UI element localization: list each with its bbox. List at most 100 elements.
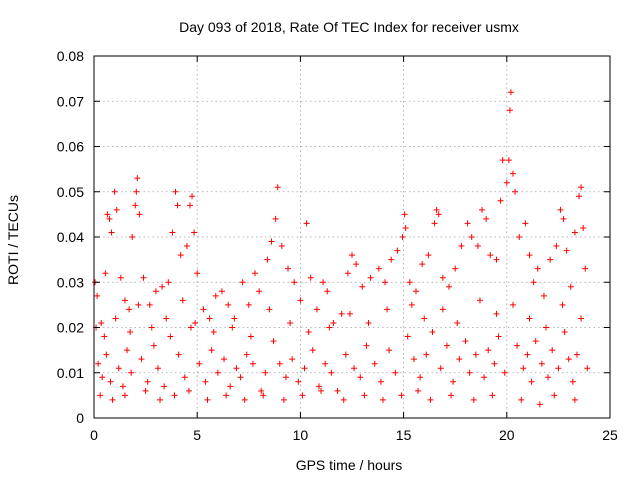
data-point (495, 333, 502, 340)
data-point (287, 319, 294, 326)
data-point (330, 319, 337, 326)
data-point (388, 256, 395, 263)
data-point (289, 356, 296, 363)
data-point (522, 220, 529, 227)
data-point (208, 347, 215, 354)
data-point (375, 265, 382, 272)
data-point (491, 360, 498, 367)
data-point (392, 369, 399, 376)
data-point (144, 378, 151, 385)
data-point (551, 392, 558, 399)
data-point (99, 374, 106, 381)
data-point (357, 374, 364, 381)
data-point (538, 360, 545, 367)
data-point (309, 347, 316, 354)
data-point (448, 392, 455, 399)
data-point (406, 279, 413, 286)
data-point (344, 270, 351, 277)
data-point (394, 247, 401, 254)
data-point (136, 211, 143, 218)
data-point (526, 315, 533, 322)
data-point (516, 234, 523, 240)
data-point (117, 274, 124, 281)
data-point (161, 383, 168, 390)
data-point (146, 301, 153, 308)
data-point (97, 392, 104, 399)
data-point (545, 374, 552, 381)
data-point (528, 378, 535, 385)
data-point (303, 220, 310, 227)
data-points (92, 89, 591, 408)
data-point (148, 324, 155, 331)
data-point (119, 383, 126, 390)
data-point (560, 215, 567, 222)
data-point (280, 396, 287, 403)
data-point (435, 211, 442, 218)
data-point (543, 324, 550, 331)
data-point (326, 324, 333, 331)
data-point (520, 365, 527, 372)
data-point (107, 378, 114, 385)
data-point (171, 392, 178, 399)
data-point (196, 360, 203, 367)
data-point (512, 188, 519, 195)
data-point (181, 374, 188, 381)
y-tick-label: 0.08 (57, 48, 84, 64)
data-point (276, 360, 283, 367)
data-point (185, 387, 192, 394)
data-point (210, 329, 217, 336)
data-point (274, 184, 281, 191)
data-point (285, 265, 292, 272)
data-point (128, 369, 135, 376)
data-point (106, 215, 113, 222)
data-point (437, 365, 444, 372)
data-point (382, 279, 389, 286)
data-point (377, 378, 384, 385)
data-point (167, 333, 174, 340)
data-point (121, 392, 128, 399)
data-point (509, 301, 516, 308)
data-point (154, 365, 161, 372)
data-point (468, 234, 475, 240)
data-point (532, 338, 539, 345)
data-point (183, 243, 190, 250)
y-tick-label: 0.03 (57, 274, 84, 290)
data-point (580, 224, 587, 231)
axis-ticks: 0 5 10 15 20 25 0 0.01 0.02 0.03 0.04 0.05 0.06 0.07 0… (57, 48, 618, 443)
data-point (584, 365, 591, 372)
data-point (152, 288, 159, 295)
data-point (297, 297, 304, 304)
data-point (466, 369, 473, 376)
y-tick-label: 0.01 (57, 365, 84, 381)
data-point (561, 329, 568, 336)
data-point (307, 274, 314, 281)
data-point (299, 392, 306, 399)
data-point (431, 220, 438, 227)
data-point (132, 202, 139, 209)
data-point (98, 319, 105, 326)
data-point (115, 365, 122, 372)
data-point (342, 351, 349, 358)
data-point (191, 229, 198, 236)
data-point (412, 288, 419, 295)
data-point (200, 306, 207, 313)
data-point (398, 392, 405, 399)
data-point (506, 107, 513, 114)
data-point (108, 229, 115, 236)
data-point (251, 270, 258, 277)
data-point (231, 315, 238, 322)
data-point (165, 279, 172, 286)
data-point (101, 333, 108, 340)
data-point (291, 279, 298, 286)
y-axis-label: ROTI / TECUs (5, 195, 21, 285)
y-tick-label: 0.02 (57, 320, 84, 336)
data-point (315, 383, 322, 390)
data-point (569, 378, 576, 385)
data-point (174, 202, 181, 209)
data-point (188, 324, 195, 331)
data-point (305, 329, 312, 336)
x-tick-label: 5 (193, 427, 201, 443)
data-point (186, 202, 193, 209)
data-point (501, 369, 508, 376)
data-point (278, 243, 285, 250)
